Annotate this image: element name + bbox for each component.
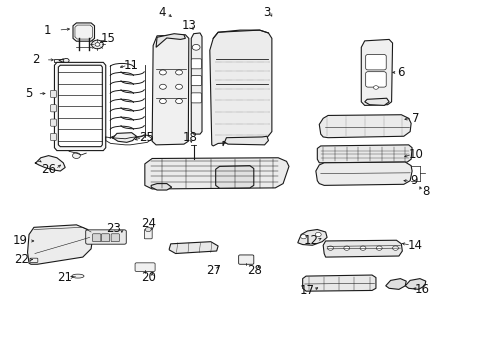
Text: 13: 13 <box>181 19 196 32</box>
Text: 4: 4 <box>158 6 166 19</box>
Text: 17: 17 <box>300 284 315 297</box>
Polygon shape <box>303 275 376 291</box>
Text: 19: 19 <box>13 234 28 247</box>
FancyBboxPatch shape <box>50 119 56 126</box>
Text: 25: 25 <box>139 131 154 144</box>
Text: 14: 14 <box>408 239 422 252</box>
Circle shape <box>344 246 350 250</box>
FancyBboxPatch shape <box>191 59 201 69</box>
Circle shape <box>95 42 100 46</box>
FancyBboxPatch shape <box>191 76 201 86</box>
Text: 11: 11 <box>124 59 139 72</box>
Text: 16: 16 <box>415 283 429 296</box>
Circle shape <box>392 246 398 250</box>
Text: 28: 28 <box>247 264 262 277</box>
Text: 9: 9 <box>410 174 417 187</box>
FancyBboxPatch shape <box>86 230 126 244</box>
Polygon shape <box>145 158 289 189</box>
Circle shape <box>146 227 151 231</box>
Polygon shape <box>73 23 95 41</box>
Text: 26: 26 <box>41 163 56 176</box>
Text: 1: 1 <box>43 24 51 37</box>
Polygon shape <box>323 240 402 257</box>
Circle shape <box>159 70 166 75</box>
Polygon shape <box>35 156 65 171</box>
Text: 18: 18 <box>183 131 197 144</box>
FancyBboxPatch shape <box>145 229 152 239</box>
Text: 22: 22 <box>14 253 29 266</box>
Polygon shape <box>27 225 93 264</box>
Circle shape <box>328 246 333 250</box>
Polygon shape <box>405 279 426 289</box>
Text: 2: 2 <box>33 53 40 66</box>
Polygon shape <box>169 242 218 253</box>
FancyBboxPatch shape <box>111 234 120 242</box>
Circle shape <box>175 70 182 75</box>
FancyBboxPatch shape <box>366 72 386 87</box>
Polygon shape <box>151 184 172 190</box>
Circle shape <box>360 246 366 250</box>
FancyBboxPatch shape <box>50 105 56 112</box>
Text: 6: 6 <box>397 66 405 79</box>
Circle shape <box>92 40 103 49</box>
Circle shape <box>73 153 80 158</box>
Polygon shape <box>298 229 327 245</box>
Circle shape <box>373 86 378 89</box>
FancyBboxPatch shape <box>191 93 201 103</box>
Polygon shape <box>54 62 106 150</box>
Polygon shape <box>112 133 137 142</box>
Circle shape <box>316 232 321 237</box>
Polygon shape <box>386 279 406 289</box>
Text: 10: 10 <box>409 148 423 161</box>
Text: 27: 27 <box>206 264 220 277</box>
Text: 15: 15 <box>101 32 116 45</box>
Circle shape <box>376 246 382 250</box>
Polygon shape <box>365 98 389 105</box>
FancyBboxPatch shape <box>50 134 56 140</box>
Polygon shape <box>361 40 392 105</box>
FancyBboxPatch shape <box>50 90 56 98</box>
FancyBboxPatch shape <box>135 263 155 271</box>
Text: 24: 24 <box>141 217 156 230</box>
Ellipse shape <box>72 274 84 278</box>
Polygon shape <box>156 34 185 47</box>
FancyBboxPatch shape <box>30 258 38 262</box>
FancyBboxPatch shape <box>366 54 386 70</box>
Circle shape <box>159 99 166 104</box>
Text: 20: 20 <box>141 271 156 284</box>
Text: 21: 21 <box>57 271 72 284</box>
Polygon shape <box>223 136 269 146</box>
FancyBboxPatch shape <box>239 255 254 264</box>
Polygon shape <box>210 30 272 146</box>
Text: 12: 12 <box>303 234 318 247</box>
Polygon shape <box>216 166 254 188</box>
Polygon shape <box>318 145 412 163</box>
Text: 5: 5 <box>25 87 33 100</box>
Circle shape <box>175 84 182 89</box>
Polygon shape <box>58 65 102 147</box>
FancyBboxPatch shape <box>93 234 101 242</box>
Circle shape <box>63 58 69 63</box>
Polygon shape <box>191 33 202 134</box>
Circle shape <box>301 234 307 239</box>
Polygon shape <box>316 162 412 185</box>
FancyBboxPatch shape <box>101 234 110 242</box>
Polygon shape <box>319 115 411 138</box>
Text: 23: 23 <box>107 222 122 235</box>
Text: 8: 8 <box>422 185 429 198</box>
Circle shape <box>159 84 166 89</box>
Text: 7: 7 <box>412 112 420 125</box>
FancyBboxPatch shape <box>54 59 64 62</box>
Circle shape <box>192 44 200 50</box>
Circle shape <box>175 99 182 104</box>
Text: 3: 3 <box>263 6 270 19</box>
Polygon shape <box>152 35 189 145</box>
